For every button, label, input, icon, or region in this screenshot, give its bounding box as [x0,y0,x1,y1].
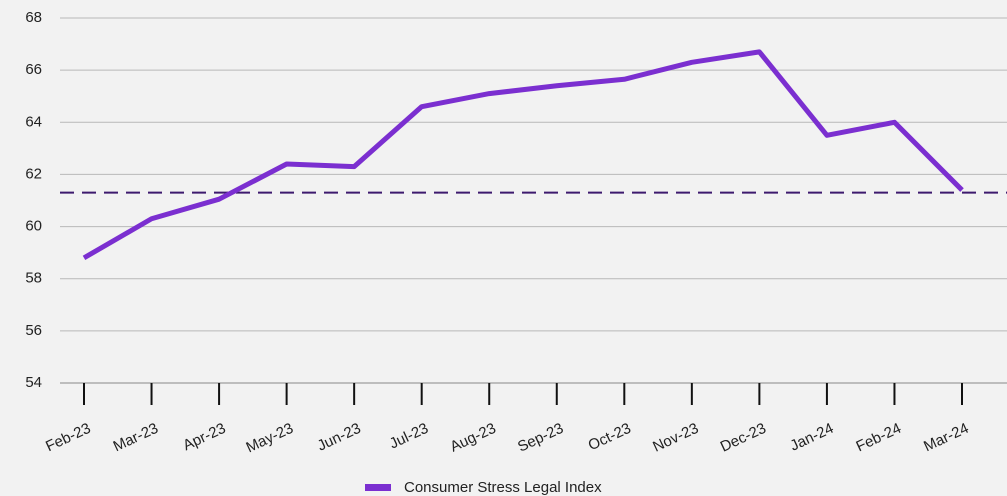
x-tick-label: Feb-23 [43,420,93,455]
x-tick-label: Aug-23 [448,420,499,456]
x-tick-label: Mar-23 [111,420,161,455]
series-line [82,49,964,261]
x-tick-label: Feb-24 [854,420,904,455]
x-tick-label: Mar-24 [921,420,971,455]
y-tick-label: 62 [25,165,42,182]
legend-label: Consumer Stress Legal Index [404,479,602,496]
legend-swatch [365,484,391,491]
y-tick-label: 66 [25,61,42,78]
y-tick-label: 60 [25,218,42,235]
x-tick-label: Apr-23 [180,420,228,454]
x-tick-label: May-23 [243,420,296,457]
x-tick-label: Sep-23 [515,420,566,456]
y-tick-label: 56 [25,322,42,339]
x-tick-label: Jun-23 [315,420,364,455]
y-tick-label: 58 [25,270,42,287]
x-tick-label: Nov-23 [650,420,701,456]
x-tick-label: Jan-24 [788,420,837,455]
x-tick-label: Jul-23 [387,420,431,453]
x-tick-label: Dec-23 [718,420,769,456]
x-tick-label: Oct-23 [586,420,634,454]
y-tick-label: 64 [25,113,42,130]
y-tick-label: 68 [25,9,42,26]
y-tick-label: 54 [25,374,42,391]
